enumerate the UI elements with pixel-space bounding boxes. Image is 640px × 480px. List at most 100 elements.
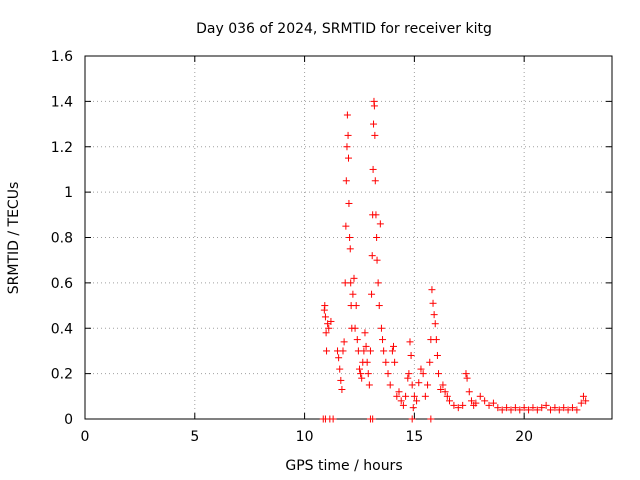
data-point xyxy=(382,358,390,366)
data-point xyxy=(368,252,376,260)
y-tick-label: 0.2 xyxy=(51,367,73,383)
x-tick-label: 0 xyxy=(81,429,90,445)
data-point xyxy=(437,386,445,394)
data-point xyxy=(327,317,335,325)
data-point xyxy=(582,397,590,405)
y-tick-labels: 0 0.2 0.4 0.6 0.8 1 1.2 1.4 1.6 xyxy=(51,49,73,428)
data-point xyxy=(413,397,421,405)
data-point xyxy=(408,381,416,389)
y-tick-label: 0.6 xyxy=(51,276,73,292)
data-point xyxy=(360,347,368,355)
data-point xyxy=(365,381,373,389)
data-point xyxy=(454,404,462,412)
data-point xyxy=(520,404,528,412)
data-point xyxy=(340,338,348,346)
data-point xyxy=(343,111,351,119)
data-point xyxy=(361,329,369,337)
data-point xyxy=(336,365,344,373)
data-point xyxy=(472,399,480,407)
data-point xyxy=(424,381,432,389)
data-point xyxy=(335,354,343,362)
data-point xyxy=(350,274,358,282)
y-tick-label: 0.8 xyxy=(51,231,73,247)
data-point xyxy=(397,397,405,405)
data-point xyxy=(322,329,330,337)
data-point xyxy=(351,324,359,332)
data-point xyxy=(337,376,345,384)
data-point xyxy=(380,347,388,355)
y-tick-label: 1.4 xyxy=(51,94,73,110)
data-point xyxy=(489,399,497,407)
y-tick-label: 0.4 xyxy=(51,321,73,337)
data-point xyxy=(410,392,418,400)
grid-layer xyxy=(85,56,612,419)
x-tick-label: 10 xyxy=(296,429,314,445)
data-point xyxy=(325,324,333,332)
x-tick-label: 5 xyxy=(190,429,199,445)
data-point xyxy=(439,381,447,389)
data-point xyxy=(430,311,438,319)
data-point xyxy=(373,234,381,241)
data-point xyxy=(376,220,384,228)
data-point xyxy=(362,342,370,350)
data-point xyxy=(426,358,434,366)
data-point xyxy=(408,415,416,423)
x-tick-labels: 0 5 10 15 20 xyxy=(81,429,534,445)
y-tick-label: 1.6 xyxy=(51,49,73,65)
data-points-layer xyxy=(319,97,590,423)
data-point xyxy=(498,406,506,414)
data-point xyxy=(371,177,379,185)
data-point xyxy=(358,374,366,382)
data-point xyxy=(355,365,363,373)
data-point xyxy=(343,143,351,151)
data-point xyxy=(433,351,441,359)
data-point xyxy=(450,401,458,409)
data-point xyxy=(404,374,412,382)
data-point xyxy=(321,302,329,310)
data-point xyxy=(321,313,329,321)
data-point xyxy=(391,358,399,366)
data-point xyxy=(346,234,354,241)
data-point xyxy=(346,245,354,253)
data-point xyxy=(547,406,555,414)
data-point xyxy=(369,415,377,423)
data-point xyxy=(390,342,398,350)
data-point xyxy=(368,290,376,298)
data-point xyxy=(371,131,379,139)
data-point xyxy=(338,386,346,394)
data-point xyxy=(542,401,550,409)
data-point xyxy=(366,347,374,355)
data-point xyxy=(560,404,568,412)
data-point xyxy=(405,370,413,378)
tick-layer xyxy=(84,55,612,420)
data-point xyxy=(357,370,365,378)
data-point xyxy=(459,401,467,409)
x-axis-label: GPS time / hours xyxy=(285,458,402,474)
data-point xyxy=(427,415,435,423)
y-tick-label: 1 xyxy=(64,185,73,201)
data-point xyxy=(529,404,537,412)
chart-title: Day 036 of 2024, SRMTID for receiver kit… xyxy=(196,21,492,37)
data-point xyxy=(406,338,414,346)
data-point xyxy=(481,397,489,405)
data-point xyxy=(476,392,484,400)
data-point xyxy=(538,404,546,412)
data-point xyxy=(431,320,439,328)
data-point xyxy=(342,177,350,185)
data-point xyxy=(555,406,563,414)
data-point xyxy=(432,336,440,344)
y-tick-label: 0 xyxy=(64,412,73,428)
data-point xyxy=(345,199,353,207)
data-point xyxy=(421,392,429,400)
data-point xyxy=(564,406,572,414)
data-point xyxy=(377,324,385,332)
data-point xyxy=(419,370,427,378)
data-point xyxy=(353,336,361,344)
data-point xyxy=(347,279,355,287)
data-point xyxy=(349,290,357,298)
data-point xyxy=(503,404,511,412)
data-point xyxy=(370,102,378,110)
data-point xyxy=(429,299,437,307)
data-point xyxy=(551,404,559,412)
data-point xyxy=(443,392,451,400)
